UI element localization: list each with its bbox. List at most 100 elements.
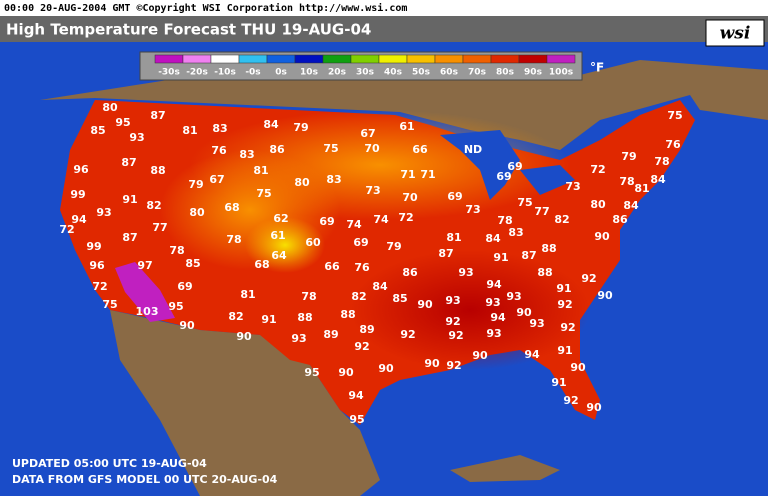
temperature: 93	[506, 290, 521, 303]
title-bar	[0, 16, 768, 42]
temperature: 81	[634, 182, 649, 195]
legend-label: -0s	[245, 68, 260, 78]
legend-items: -30s -20s -10s -0s 0s 10s 20s 30s 40s 50s 60s 70s 80…	[154, 54, 576, 78]
temperature: 84	[372, 280, 388, 293]
temperature: 87	[121, 156, 136, 169]
temperature: 82	[554, 213, 569, 226]
temperature: 69	[507, 160, 522, 173]
temperature: 93	[129, 131, 144, 144]
temperature: 95	[304, 366, 319, 379]
temperature: 90	[338, 366, 354, 379]
info-text: 00:00 20-AUG-2004 GMT ©Copyright WSI Cor…	[4, 2, 407, 14]
legend-swatch	[490, 54, 520, 64]
temperature: 64	[271, 249, 287, 262]
legend-swatch	[238, 54, 268, 64]
temperature: 77	[152, 221, 167, 234]
temperature: 93	[485, 296, 500, 309]
temperature: 83	[326, 173, 341, 186]
temperature: 69	[353, 236, 368, 249]
logo: wsi	[720, 24, 751, 44]
temperature: 81	[253, 164, 268, 177]
temperature: 67	[209, 173, 224, 186]
temperature: 71	[400, 168, 415, 181]
legend-swatch	[378, 54, 408, 64]
temperature: 80	[102, 101, 118, 114]
legend-label: 80s	[496, 68, 514, 78]
temperature: 84	[263, 118, 279, 131]
temperature: 86	[402, 266, 418, 279]
temperature: 87	[122, 231, 137, 244]
temperature: 78	[301, 290, 316, 303]
legend-label: 70s	[468, 68, 486, 78]
temperature: 79	[188, 178, 203, 191]
legend-label: 60s	[440, 68, 458, 78]
temperature: 94	[524, 348, 540, 361]
temperature: 92	[560, 321, 575, 334]
temperature: 85	[185, 257, 200, 270]
legend-label: 90s	[524, 68, 542, 78]
temperature: 76	[211, 144, 227, 157]
temperature: 90	[236, 330, 252, 343]
legend-label: -30s	[158, 68, 180, 78]
legend-swatch	[406, 54, 436, 64]
temperature: 87	[521, 249, 536, 262]
temperature: 90	[570, 361, 586, 374]
temperature: 93	[96, 206, 111, 219]
temperature: 88	[340, 308, 355, 321]
temperature: 89	[323, 328, 338, 341]
temperature: 87	[150, 109, 165, 122]
temperature: 92	[354, 340, 369, 353]
temperature: 79	[621, 150, 636, 163]
temperature: 79	[386, 240, 401, 253]
info-bar	[0, 0, 768, 16]
legend-label: -20s	[186, 68, 208, 78]
temperature: 91	[557, 344, 572, 357]
temperature: 92	[448, 329, 463, 342]
temperature: 88	[150, 164, 165, 177]
temperature: 94	[486, 278, 502, 291]
temperature: 91	[556, 282, 571, 295]
temperature: 90	[516, 306, 532, 319]
legend-swatch	[462, 54, 492, 64]
temperature: 92	[581, 272, 596, 285]
temperature: 66	[412, 143, 428, 156]
temperature: 86	[269, 143, 285, 156]
source: DATA FROM GFS MODEL 00 UTC 20-AUG-04	[12, 473, 278, 486]
temperature: 61	[270, 229, 285, 242]
temperature: 62	[273, 212, 288, 225]
temperature: 69	[177, 280, 192, 293]
temperature: 74	[373, 213, 389, 226]
temperature: 76	[665, 138, 681, 151]
temperature: 66	[324, 260, 340, 273]
legend-unit: °F	[590, 61, 604, 75]
legend-label: 50s	[412, 68, 430, 78]
temperature: 88	[541, 242, 556, 255]
temperature: 83	[212, 122, 227, 135]
temperature: 72	[590, 163, 605, 176]
temperature: 71	[420, 168, 435, 181]
temperature: 90	[597, 289, 613, 302]
temperature: 95	[168, 300, 183, 313]
temperature: 72	[59, 223, 74, 236]
temperature: 75	[256, 187, 271, 200]
legend-label: 100s	[549, 68, 573, 78]
temperature: 80	[590, 198, 606, 211]
temperature: 78	[169, 244, 184, 257]
temperature: 69	[319, 215, 334, 228]
temperature: 97	[137, 259, 152, 272]
temperature: 92	[400, 328, 415, 341]
temperature: 75	[323, 142, 338, 155]
temperature: 81	[240, 288, 255, 301]
temperature: 68	[254, 258, 269, 271]
legend-label: 30s	[356, 68, 374, 78]
temperature: 87	[438, 247, 453, 260]
temperature: 85	[392, 292, 407, 305]
temperature: 88	[537, 266, 552, 279]
legend-swatch	[546, 54, 576, 64]
extreme-zone	[115, 262, 175, 322]
temperature: 75	[517, 196, 532, 209]
temperature: 90	[417, 298, 433, 311]
temperature: 94	[71, 213, 87, 226]
